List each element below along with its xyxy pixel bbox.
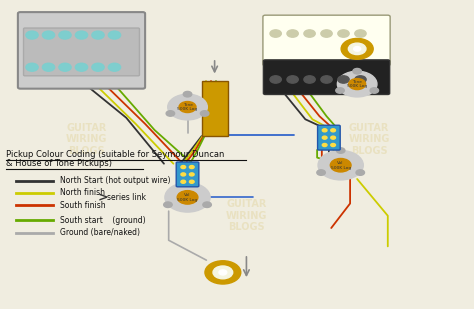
Circle shape — [203, 202, 211, 207]
Text: GUITAR
WIRING
BLOGS: GUITAR WIRING BLOGS — [348, 123, 390, 156]
Circle shape — [177, 191, 198, 204]
Circle shape — [322, 129, 327, 132]
Circle shape — [317, 170, 325, 175]
Circle shape — [75, 63, 88, 71]
Circle shape — [42, 31, 55, 39]
Circle shape — [190, 180, 194, 183]
Circle shape — [337, 148, 345, 153]
Text: Pickup Colour Coding (suitable for Seymour Duncan: Pickup Colour Coding (suitable for Seymo… — [6, 150, 225, 159]
Circle shape — [190, 173, 194, 176]
FancyBboxPatch shape — [318, 125, 340, 150]
Circle shape — [322, 143, 327, 146]
Circle shape — [42, 63, 55, 71]
Circle shape — [338, 30, 349, 37]
Circle shape — [26, 63, 38, 71]
Circle shape — [219, 270, 227, 275]
Circle shape — [270, 30, 281, 37]
Circle shape — [331, 136, 336, 139]
Circle shape — [356, 170, 365, 175]
Circle shape — [59, 63, 71, 71]
FancyBboxPatch shape — [24, 28, 139, 76]
Text: Tone
500K Log: Tone 500K Log — [347, 80, 367, 88]
Circle shape — [348, 43, 366, 55]
Circle shape — [287, 76, 298, 83]
Circle shape — [213, 266, 233, 279]
Circle shape — [205, 261, 241, 284]
FancyBboxPatch shape — [263, 15, 390, 66]
Circle shape — [181, 166, 186, 169]
Circle shape — [26, 31, 38, 39]
Circle shape — [109, 31, 120, 39]
Circle shape — [322, 136, 327, 139]
Text: Vol
500K Log: Vol 500K Log — [177, 193, 198, 202]
Circle shape — [164, 202, 172, 207]
Text: & House of Tone Pickups): & House of Tone Pickups) — [6, 159, 112, 168]
Circle shape — [270, 76, 281, 83]
Circle shape — [168, 94, 207, 120]
Circle shape — [183, 91, 192, 97]
Text: series link: series link — [108, 193, 146, 202]
Circle shape — [92, 63, 104, 71]
Circle shape — [331, 143, 336, 146]
Circle shape — [354, 47, 361, 51]
Circle shape — [109, 63, 120, 71]
Circle shape — [338, 76, 349, 83]
Bar — [201, 81, 228, 136]
Text: GUITAR
WIRING
BLOGS: GUITAR WIRING BLOGS — [226, 199, 267, 232]
Circle shape — [181, 173, 186, 176]
Circle shape — [355, 30, 366, 37]
FancyBboxPatch shape — [176, 162, 199, 187]
Text: Ground (bare/naked): Ground (bare/naked) — [60, 228, 140, 237]
FancyBboxPatch shape — [18, 12, 145, 89]
Circle shape — [341, 38, 373, 59]
Circle shape — [349, 78, 365, 90]
Circle shape — [183, 180, 192, 185]
Circle shape — [353, 69, 361, 74]
Circle shape — [321, 76, 332, 83]
Circle shape — [304, 30, 315, 37]
Circle shape — [179, 102, 196, 112]
Circle shape — [165, 183, 210, 212]
Text: North finish: North finish — [60, 188, 105, 197]
Circle shape — [190, 166, 194, 169]
Circle shape — [181, 180, 186, 183]
Circle shape — [304, 76, 315, 83]
Circle shape — [201, 111, 209, 116]
Circle shape — [92, 31, 104, 39]
Circle shape — [370, 88, 379, 93]
Text: South finish: South finish — [60, 201, 106, 210]
Circle shape — [75, 31, 88, 39]
Text: Vol
500K Log: Vol 500K Log — [330, 161, 351, 170]
FancyBboxPatch shape — [264, 60, 390, 95]
Circle shape — [330, 159, 351, 172]
Text: >: > — [98, 192, 109, 205]
Text: South start    (ground): South start (ground) — [60, 216, 146, 225]
Circle shape — [321, 30, 332, 37]
Circle shape — [331, 129, 336, 132]
Circle shape — [287, 30, 298, 37]
Circle shape — [166, 111, 174, 116]
Text: North Start (hot output wire): North Start (hot output wire) — [60, 176, 171, 185]
Circle shape — [355, 76, 366, 83]
Text: GUITAR
WIRING
BLOGS: GUITAR WIRING BLOGS — [65, 123, 107, 156]
Circle shape — [337, 71, 377, 97]
Circle shape — [318, 150, 363, 180]
Circle shape — [59, 31, 71, 39]
Text: Tone
500K Log: Tone 500K Log — [177, 103, 198, 111]
Circle shape — [336, 88, 344, 93]
